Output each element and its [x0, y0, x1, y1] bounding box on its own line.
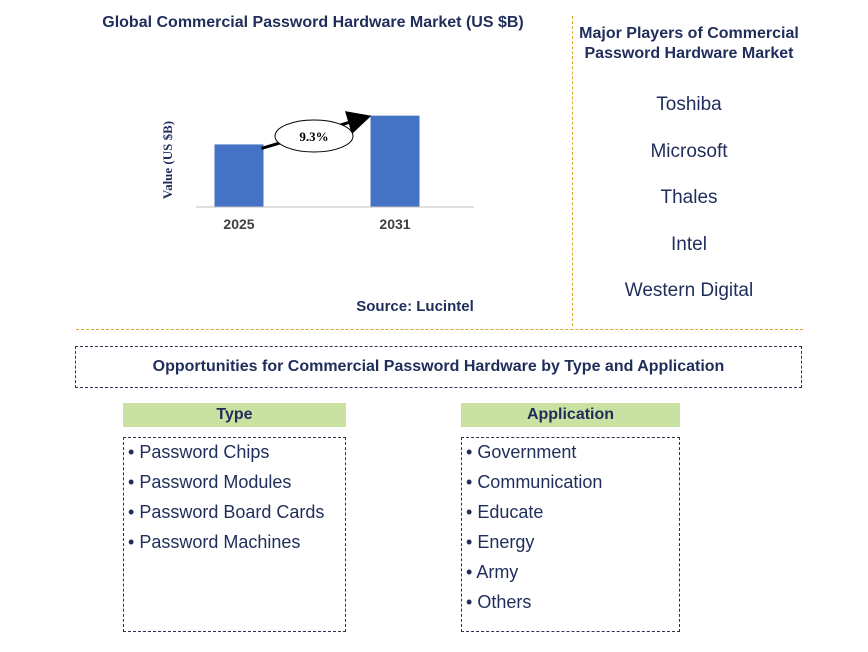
- player-item: Thales: [660, 187, 718, 208]
- x-tick-label: 2031: [379, 216, 410, 232]
- application-item: Energy: [466, 530, 679, 560]
- application-item: Army: [466, 560, 679, 590]
- source-label: Source: Lucintel: [356, 298, 474, 315]
- type-item: Password Board Cards: [128, 500, 345, 530]
- opportunities-title: Opportunities for Commercial Password Ha…: [75, 346, 802, 388]
- type-list-box: Password Chips Password Modules Password…: [123, 437, 346, 632]
- vertical-divider: [572, 16, 573, 326]
- growth-rate-bubble: [274, 119, 354, 153]
- player-item: Intel: [671, 233, 707, 255]
- player-item: Toshiba: [656, 94, 722, 115]
- type-header: Type: [123, 403, 346, 427]
- application-list-box: Government Communication Educate Energy …: [461, 437, 680, 632]
- type-item: Password Modules: [128, 470, 345, 500]
- players-title: Major Players of Commercial Password Har…: [579, 25, 799, 62]
- player-item: Microsoft: [650, 140, 728, 162]
- bar-2025: [214, 144, 264, 207]
- horizontal-divider: [76, 329, 803, 330]
- type-item: Password Chips: [128, 440, 345, 470]
- growth-rate-label: 9.3%: [299, 129, 328, 144]
- bar-chart: Value (US $B) 2025 2031 9.3%: [160, 111, 474, 232]
- x-tick-label: 2025: [223, 216, 254, 232]
- bar-2031: [370, 115, 420, 207]
- players-list: Toshiba Microsoft Thales Intel Western D…: [574, 92, 804, 325]
- y-axis-label: Value (US $B): [160, 121, 175, 199]
- chart-title: Global Commercial Password Hardware Mark…: [102, 14, 524, 31]
- application-header: Application: [461, 403, 680, 427]
- application-item: Educate: [466, 500, 679, 530]
- application-item: Government: [466, 440, 679, 470]
- application-item: Communication: [466, 470, 679, 500]
- type-item: Password Machines: [128, 530, 345, 560]
- application-item: Others: [466, 590, 679, 620]
- player-item: Western Digital: [624, 280, 754, 301]
